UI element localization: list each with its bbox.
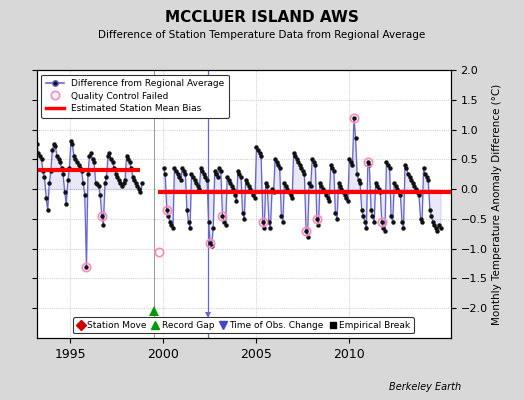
Legend: Station Move, Record Gap, Time of Obs. Change, Empirical Break: Station Move, Record Gap, Time of Obs. C… bbox=[73, 317, 414, 334]
Text: Difference of Station Temperature Data from Regional Average: Difference of Station Temperature Data f… bbox=[99, 30, 425, 40]
Text: MCCLUER ISLAND AWS: MCCLUER ISLAND AWS bbox=[165, 10, 359, 25]
Text: Berkeley Earth: Berkeley Earth bbox=[389, 382, 461, 392]
Y-axis label: Monthly Temperature Anomaly Difference (°C): Monthly Temperature Anomaly Difference (… bbox=[492, 83, 501, 325]
